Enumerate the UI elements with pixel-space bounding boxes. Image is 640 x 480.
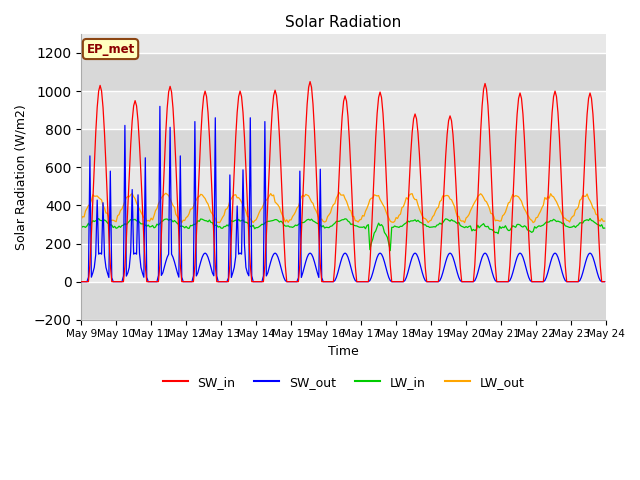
SW_out — [261, 119, 269, 124]
SW_out — [601, 279, 609, 285]
Line: LW_in: LW_in — [81, 218, 605, 251]
LW_in — [306, 217, 314, 223]
SW_out — [252, 279, 260, 285]
X-axis label: Time: Time — [328, 345, 359, 358]
Y-axis label: Solar Radiation (W/m2): Solar Radiation (W/m2) — [15, 104, 28, 250]
LW_in — [601, 225, 609, 231]
SW_in — [141, 263, 149, 269]
Bar — [81, 168, 606, 205]
LW_in — [141, 222, 149, 228]
LW_in — [251, 226, 259, 232]
SW_in — [601, 279, 609, 285]
SW_out — [573, 279, 580, 285]
LW_out — [178, 220, 186, 226]
Bar — [81, 53, 606, 91]
LW_in — [260, 222, 268, 228]
SW_in — [306, 79, 314, 84]
SW_out — [308, 251, 316, 257]
Bar — [81, 205, 606, 243]
SW_in — [260, 279, 268, 285]
Bar — [81, 282, 606, 320]
SW_in — [234, 109, 241, 115]
LW_out — [235, 195, 243, 201]
SW_out — [156, 104, 164, 109]
Text: EP_met: EP_met — [86, 43, 134, 56]
SW_in — [308, 84, 316, 90]
SW_in — [77, 279, 85, 285]
LW_in — [234, 218, 241, 224]
Line: LW_out: LW_out — [81, 192, 605, 223]
LW_out — [308, 199, 316, 205]
Title: Solar Radiation: Solar Radiation — [285, 15, 402, 30]
LW_out — [601, 218, 609, 224]
LW_out — [575, 204, 582, 210]
SW_out — [141, 155, 149, 161]
SW_out — [77, 279, 85, 285]
LW_in — [573, 223, 580, 228]
SW_in — [573, 279, 580, 285]
SW_out — [235, 251, 243, 257]
LW_out — [335, 190, 343, 195]
Legend: SW_in, SW_out, LW_in, LW_out: SW_in, SW_out, LW_in, LW_out — [157, 371, 530, 394]
Bar — [81, 129, 606, 168]
LW_in — [586, 216, 594, 221]
LW_out — [141, 215, 149, 221]
Bar — [81, 243, 606, 282]
Bar — [81, 91, 606, 129]
Line: SW_out: SW_out — [81, 107, 605, 282]
LW_out — [261, 198, 269, 204]
LW_out — [252, 217, 260, 223]
Line: SW_in: SW_in — [81, 82, 605, 282]
SW_in — [251, 279, 259, 285]
LW_in — [77, 225, 85, 231]
LW_out — [77, 216, 85, 222]
LW_in — [387, 248, 394, 253]
